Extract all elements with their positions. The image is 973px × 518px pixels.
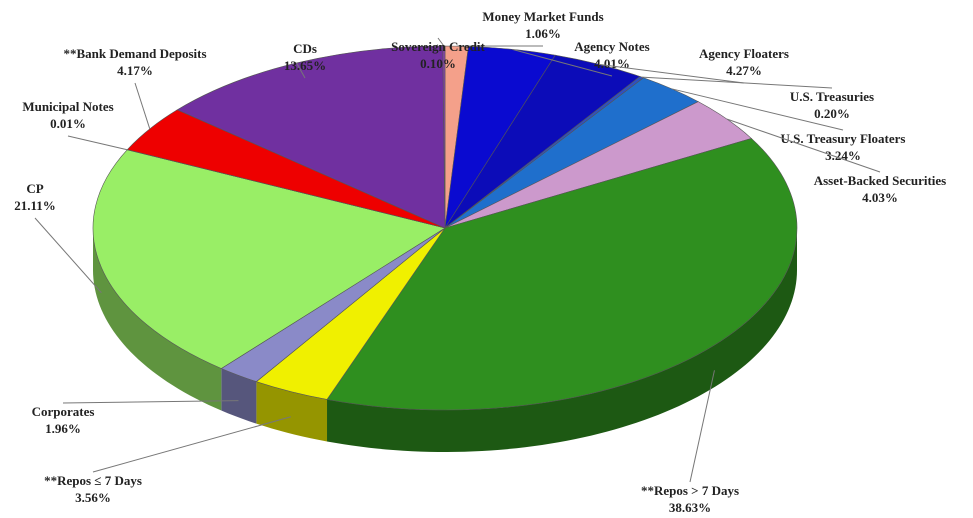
leader-line bbox=[34, 217, 102, 294]
slice-side bbox=[327, 228, 797, 452]
slice-value-label: 13.65% bbox=[284, 58, 326, 73]
slice-label: Agency Notes bbox=[574, 39, 649, 54]
leader-line bbox=[62, 400, 239, 404]
slice-label: **Repos ≤ 7 Days bbox=[44, 473, 142, 488]
slice-label: U.S. Treasuries bbox=[790, 89, 874, 104]
slice-side bbox=[93, 228, 222, 411]
slice-value-label: 0.10% bbox=[420, 56, 456, 71]
slice-value-label: 4.17% bbox=[117, 63, 153, 78]
leader-line bbox=[726, 118, 881, 173]
slice bbox=[326, 138, 798, 411]
leader-line bbox=[92, 416, 291, 473]
leader-line bbox=[437, 37, 445, 47]
leader-line bbox=[671, 88, 844, 131]
slice-label: **Bank Demand Deposits bbox=[63, 46, 206, 61]
slice-label: Sovereign Credit bbox=[391, 39, 485, 54]
slice-value-label: 0.20% bbox=[814, 106, 850, 121]
leader-line bbox=[134, 82, 151, 130]
slice-value-label: 3.24% bbox=[825, 148, 861, 163]
slice-value-label: 1.96% bbox=[45, 421, 81, 436]
leader-line bbox=[641, 76, 833, 89]
slice-value-label: 38.63% bbox=[669, 500, 711, 515]
slice-side bbox=[221, 368, 257, 424]
slice-label: Agency Floaters bbox=[699, 46, 789, 61]
slice-label: Asset-Backed Securities bbox=[814, 173, 947, 188]
slice-value-label: 3.56% bbox=[75, 490, 111, 505]
leader-line bbox=[512, 48, 613, 77]
slice bbox=[176, 45, 446, 229]
slice-label: U.S. Treasury Floaters bbox=[781, 131, 906, 146]
slice-label: Corporates bbox=[32, 404, 95, 419]
slice-value-label: 0.01% bbox=[50, 116, 86, 131]
slice-label: **Repos > 7 Days bbox=[641, 483, 739, 498]
slice-label: Municipal Notes bbox=[22, 99, 113, 114]
slice-label: Money Market Funds bbox=[482, 9, 603, 24]
slice-side bbox=[256, 381, 328, 442]
slice-value-label: 4.27% bbox=[726, 63, 762, 78]
slice-value-label: 4.03% bbox=[862, 190, 898, 205]
slice-value-label: 1.06% bbox=[525, 26, 561, 41]
slice bbox=[92, 149, 446, 369]
slice-value-label: 21.11% bbox=[14, 198, 56, 213]
slice-value-label: 4.01% bbox=[594, 56, 630, 71]
leader-line bbox=[598, 63, 745, 84]
slice-label: CP bbox=[26, 181, 43, 196]
leader-line bbox=[689, 370, 715, 483]
slice-label: CDs bbox=[293, 41, 317, 56]
leader-line bbox=[296, 62, 306, 79]
leader-line bbox=[67, 135, 128, 151]
